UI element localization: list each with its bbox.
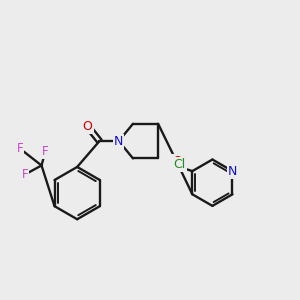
Text: O: O <box>172 155 182 168</box>
Text: N: N <box>228 165 237 178</box>
Text: F: F <box>42 145 49 158</box>
Text: F: F <box>16 142 23 155</box>
Text: O: O <box>82 120 92 133</box>
Text: N: N <box>114 135 124 148</box>
Text: F: F <box>22 168 28 181</box>
Text: Cl: Cl <box>173 158 186 171</box>
